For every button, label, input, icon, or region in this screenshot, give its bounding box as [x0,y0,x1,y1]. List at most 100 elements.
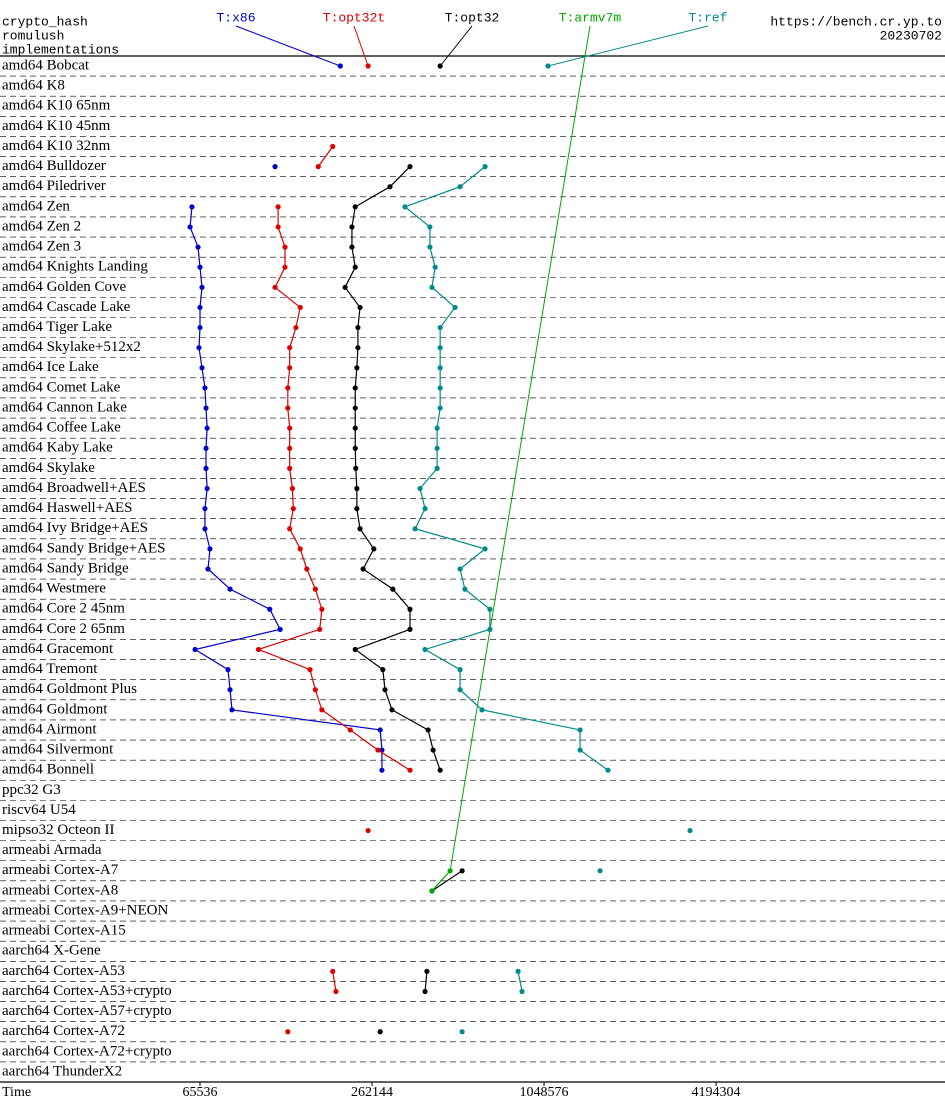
data-point [225,667,231,673]
category-label: aarch64 Cortex-A53+crypto [2,983,172,999]
data-point [412,526,418,532]
data-point [402,204,408,210]
data-point [447,868,453,874]
data-point [407,626,413,632]
category-label: amd64 Skylake [2,460,95,476]
data-point [434,465,440,471]
legend-leader [449,25,591,871]
data-point [203,445,209,451]
series-line [189,206,383,771]
series-line [517,971,523,992]
data-point [192,646,198,653]
data-point [434,425,440,431]
data-point [287,465,293,471]
data-point [347,727,353,733]
data-point [452,304,458,311]
data-point [371,546,377,552]
data-point [319,707,325,713]
category-label: amd64 Tiger Lake [2,319,112,335]
category-label: amd64 Core 2 65nm [2,621,125,637]
category-label: armeabi Cortex-A8 [2,882,118,898]
category-label: armeabi Cortex-A9+NEON [2,902,168,918]
data-point [482,546,488,552]
data-point [349,224,355,230]
data-point [545,63,551,69]
data-point [352,204,358,210]
data-point [285,1029,291,1035]
data-point [197,264,203,270]
data-point [197,304,203,311]
data-point [424,968,430,975]
category-label: amd64 Goldmont [2,701,108,717]
category-label: mipso32 Octeon II [2,822,114,838]
category-label: amd64 Comet Lake [2,379,121,395]
data-point [203,465,209,471]
data-point [429,284,435,290]
data-point [457,566,463,572]
data-point [229,707,235,713]
data-point [375,747,381,753]
data-point [407,606,413,612]
data-point [293,324,299,331]
category-label: amd64 Airmont [2,721,97,737]
category-label: amd64 Silvermont [2,742,114,758]
x-axis-label: Time [2,1085,31,1100]
legend-label: T:x86 [216,10,255,25]
legend-leader [353,25,369,67]
chart-subtitle: romulush [2,28,64,43]
x-tick-label: 4194304 [692,1085,741,1100]
data-point [287,425,293,431]
data-point [437,405,443,411]
data-point [307,667,313,673]
legend-leader [439,25,473,67]
data-point [227,687,233,693]
data-point [312,586,318,592]
data-point [354,365,360,371]
data-point [315,164,321,170]
data-point [437,324,443,331]
data-point [207,546,213,552]
data-point [427,224,433,230]
data-point [377,727,383,733]
data-point [360,566,366,572]
category-label: amd64 Knights Landing [2,259,148,275]
data-point [282,244,288,250]
legend-leader [547,25,709,67]
data-point [285,405,291,411]
category-label: amd64 Cannon Lake [2,399,127,415]
data-point [189,204,195,210]
category-label: aarch64 Cortex-A53 [2,963,125,979]
data-point [357,304,363,311]
category-label: amd64 K8 [2,78,65,94]
data-point [459,1029,465,1035]
data-point [342,284,348,290]
data-point [290,506,296,512]
series-line [431,870,451,892]
data-point [382,687,388,693]
data-point [457,687,463,693]
category-label: amd64 Bobcat [2,57,90,73]
data-point [197,324,203,331]
chart-title: crypto_hash [2,14,88,29]
data-point [352,445,358,451]
data-point [289,485,295,492]
data-point [482,164,488,170]
x-tick-label: 1048576 [520,1085,569,1100]
data-point [195,244,201,250]
category-label: amd64 Core 2 45nm [2,601,125,617]
data-point [357,526,363,532]
data-point [272,164,278,170]
data-point [377,1029,383,1035]
legend-label: T:opt32 [445,10,500,25]
category-label: amd64 Cascade Lake [2,299,131,315]
category-label: aarch64 X-Gene [2,943,101,959]
category-label: amd64 Sandy Bridge+AES [2,540,165,556]
data-point [437,385,443,391]
data-point [519,988,525,995]
category-label: amd64 Skylake+512x2 [2,339,141,355]
data-point [437,365,443,371]
data-point [199,284,205,290]
data-point [287,345,293,351]
data-point [352,425,358,431]
data-point [187,224,193,230]
